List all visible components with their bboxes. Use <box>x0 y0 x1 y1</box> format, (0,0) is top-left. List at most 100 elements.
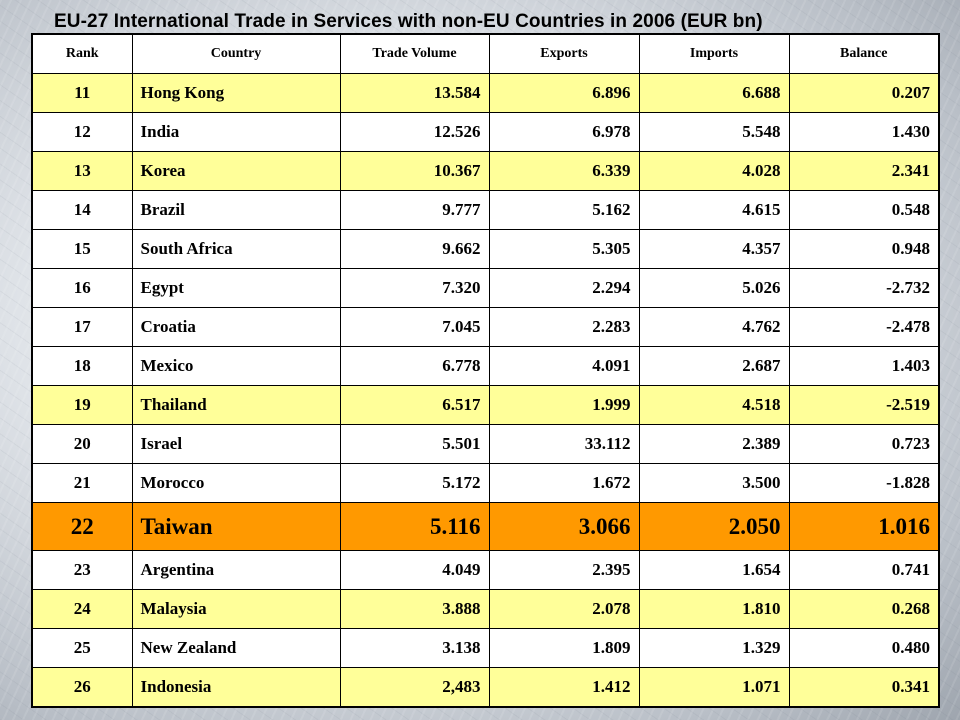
balance-cell: 1.016 <box>788 502 940 551</box>
header-row: Rank Country Trade Volume Exports Import… <box>31 33 940 74</box>
country-cell: Argentina <box>131 550 341 590</box>
trade-volume-cell: 9.662 <box>339 229 490 269</box>
rank-cell: 23 <box>31 550 133 590</box>
exports-cell: 5.305 <box>488 229 640 269</box>
country-cell: India <box>131 112 341 152</box>
table-row: 17 Croatia 7.045 2.283 4.762 -2.478 <box>31 307 940 347</box>
trade-volume-cell: 5.172 <box>339 463 490 503</box>
balance-cell: 0.341 <box>788 667 940 708</box>
exports-cell: 5.162 <box>488 190 640 230</box>
rank-cell: 13 <box>31 151 133 191</box>
balance-cell: 0.723 <box>788 424 940 464</box>
rank-cell: 19 <box>31 385 133 425</box>
country-cell: Thailand <box>131 385 341 425</box>
balance-cell: -2.478 <box>788 307 940 347</box>
imports-cell: 5.026 <box>638 268 790 308</box>
rank-cell: 25 <box>31 628 133 668</box>
trade-volume-cell: 10.367 <box>339 151 490 191</box>
imports-cell: 4.615 <box>638 190 790 230</box>
imports-cell: 1.810 <box>638 589 790 629</box>
imports-cell: 1.654 <box>638 550 790 590</box>
rank-cell: 12 <box>31 112 133 152</box>
rank-cell: 17 <box>31 307 133 347</box>
imports-cell: 3.500 <box>638 463 790 503</box>
exports-cell: 33.112 <box>488 424 640 464</box>
country-cell: New Zealand <box>131 628 341 668</box>
imports-cell: 2.687 <box>638 346 790 386</box>
table-row: 16 Egypt 7.320 2.294 5.026 -2.732 <box>31 268 940 308</box>
table-body: 11 Hong Kong 13.584 6.896 6.688 0.207 12 India 1… <box>31 73 940 708</box>
exports-cell: 4.091 <box>488 346 640 386</box>
country-cell: Morocco <box>131 463 341 503</box>
country-cell: South Africa <box>131 229 341 269</box>
country-cell: Malaysia <box>131 589 341 629</box>
table-row: 11 Hong Kong 13.584 6.896 6.688 0.207 <box>31 73 940 113</box>
country-cell: Korea <box>131 151 341 191</box>
table-row: 24 Malaysia 3.888 2.078 1.810 0.268 <box>31 589 940 629</box>
imports-cell: 1.329 <box>638 628 790 668</box>
balance-cell: 0.741 <box>788 550 940 590</box>
exports-cell: 1.809 <box>488 628 640 668</box>
column-header-trade-volume: Trade Volume <box>339 33 490 74</box>
imports-cell: 4.762 <box>638 307 790 347</box>
exports-cell: 2.283 <box>488 307 640 347</box>
imports-cell: 1.071 <box>638 667 790 708</box>
imports-cell: 2.389 <box>638 424 790 464</box>
balance-cell: 1.403 <box>788 346 940 386</box>
trade-volume-cell: 9.777 <box>339 190 490 230</box>
chart-title: EU-27 International Trade in Services wi… <box>54 11 763 32</box>
table-row: 26 Indonesia 2,483 1.412 1.071 0.341 <box>31 667 940 708</box>
table-header: Rank Country Trade Volume Exports Import… <box>31 33 940 74</box>
exports-cell: 1.412 <box>488 667 640 708</box>
rank-cell: 18 <box>31 346 133 386</box>
country-cell: Indonesia <box>131 667 341 708</box>
table-row: 20 Israel 5.501 33.112 2.389 0.723 <box>31 424 940 464</box>
trade-volume-cell: 5.501 <box>339 424 490 464</box>
trade-volume-cell: 4.049 <box>339 550 490 590</box>
column-header-imports: Imports <box>638 33 790 74</box>
imports-cell: 6.688 <box>638 73 790 113</box>
column-header-rank: Rank <box>31 33 133 74</box>
trade-volume-cell: 13.584 <box>339 73 490 113</box>
column-header-balance: Balance <box>788 33 940 74</box>
country-cell: Hong Kong <box>131 73 341 113</box>
imports-cell: 5.548 <box>638 112 790 152</box>
country-cell: Brazil <box>131 190 341 230</box>
rank-cell: 21 <box>31 463 133 503</box>
balance-cell: 0.948 <box>788 229 940 269</box>
exports-cell: 2.395 <box>488 550 640 590</box>
balance-cell: 0.548 <box>788 190 940 230</box>
rank-cell: 16 <box>31 268 133 308</box>
imports-cell: 4.518 <box>638 385 790 425</box>
balance-cell: -1.828 <box>788 463 940 503</box>
exports-cell: 3.066 <box>488 502 640 551</box>
trade-volume-cell: 12.526 <box>339 112 490 152</box>
trade-volume-cell: 6.517 <box>339 385 490 425</box>
rank-cell: 15 <box>31 229 133 269</box>
rank-cell: 11 <box>31 73 133 113</box>
country-cell: Egypt <box>131 268 341 308</box>
balance-cell: -2.732 <box>788 268 940 308</box>
table-row: 18 Mexico 6.778 4.091 2.687 1.403 <box>31 346 940 386</box>
exports-cell: 2.078 <box>488 589 640 629</box>
table-row: 13 Korea 10.367 6.339 4.028 2.341 <box>31 151 940 191</box>
trade-volume-cell: 6.778 <box>339 346 490 386</box>
column-header-country: Country <box>131 33 341 74</box>
country-cell: Mexico <box>131 346 341 386</box>
imports-cell: 2.050 <box>638 502 790 551</box>
exports-cell: 1.999 <box>488 385 640 425</box>
balance-cell: 1.430 <box>788 112 940 152</box>
column-header-exports: Exports <box>488 33 640 74</box>
balance-cell: 0.268 <box>788 589 940 629</box>
balance-cell: 2.341 <box>788 151 940 191</box>
rank-cell: 14 <box>31 190 133 230</box>
balance-cell: -2.519 <box>788 385 940 425</box>
exports-cell: 1.672 <box>488 463 640 503</box>
country-cell: Taiwan <box>131 502 341 551</box>
table-row: 23 Argentina 4.049 2.395 1.654 0.741 <box>31 550 940 590</box>
exports-cell: 6.339 <box>488 151 640 191</box>
rank-cell: 26 <box>31 667 133 708</box>
imports-cell: 4.028 <box>638 151 790 191</box>
table-row: 19 Thailand 6.517 1.999 4.518 -2.519 <box>31 385 940 425</box>
table-row: 14 Brazil 9.777 5.162 4.615 0.548 <box>31 190 940 230</box>
